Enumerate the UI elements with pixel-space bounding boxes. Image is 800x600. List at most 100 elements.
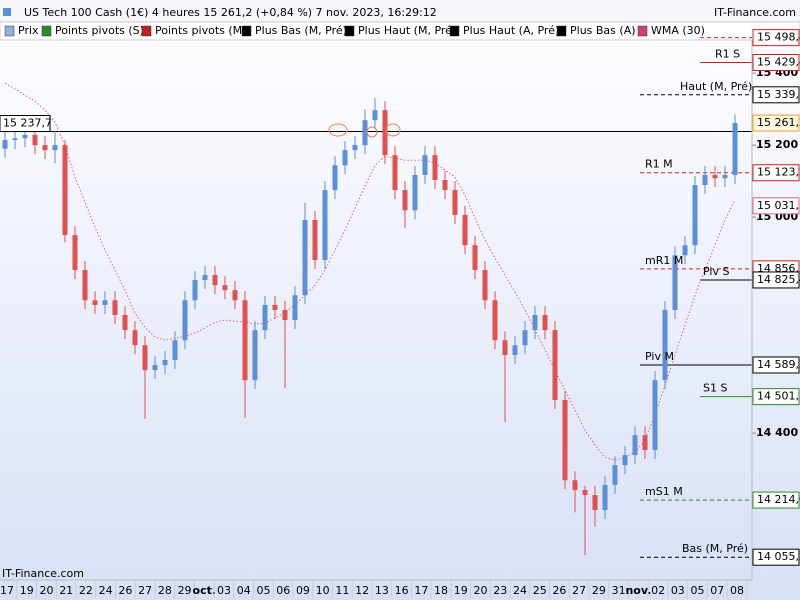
level-value-box (752, 271, 800, 289)
candle-body (62, 145, 68, 236)
x-tick-label: 24 (99, 584, 113, 597)
legend-swatch (449, 25, 460, 37)
x-tick-label: 19 (454, 584, 468, 597)
candle-body (632, 435, 638, 456)
candle-body (162, 360, 168, 366)
crosshair-label: 15 237,7 (3, 117, 52, 130)
x-tick-label: 27 (138, 584, 152, 597)
level-value-label: 15 123,2 (757, 166, 800, 179)
legend-swatch (241, 25, 252, 37)
legend-label: Plus Bas (M, Pré) (255, 24, 347, 37)
level-label: mR1 M (645, 254, 683, 267)
candle-body (52, 145, 58, 151)
legend-label: Plus Haut (M, Pré) (358, 24, 456, 37)
level-value-label: 15 498,4 (757, 31, 800, 44)
candle-body (542, 315, 548, 331)
x-tick-label: 26 (118, 584, 132, 597)
x-tick-label: 25 (533, 584, 547, 597)
candle-body (172, 340, 178, 361)
candle-body (392, 155, 398, 191)
candle-body (302, 219, 308, 296)
wma-value-box (752, 197, 800, 215)
header-bar (0, 0, 800, 22)
chart-title: US Tech 100 Cash (1€) 4 heures 15 261,2 … (24, 6, 437, 19)
y-tick-label: 15 200 (756, 138, 798, 151)
legend-swatch (637, 25, 648, 37)
x-tick-label: 04 (237, 584, 251, 597)
candle-body (152, 365, 158, 371)
x-tick-label: oct. (193, 584, 217, 597)
x-tick-label: 28 (158, 584, 172, 597)
level-value-box (752, 388, 800, 406)
level-value-label: 15 339,7 (757, 88, 800, 101)
candle-body (452, 190, 458, 215)
x-tick-label: 05 (691, 584, 705, 597)
candle-body (602, 484, 608, 511)
legend-swatch (41, 25, 52, 37)
x-tick-label: 17 (0, 584, 14, 597)
annotation-circle (328, 123, 348, 137)
candle-body (102, 300, 108, 305)
candle-body (282, 309, 288, 321)
candle-body (262, 304, 268, 331)
x-tick-label: 09 (296, 584, 310, 597)
candle-body (132, 330, 138, 346)
x-tick-label: 20 (39, 584, 53, 597)
candle-body (472, 245, 478, 271)
legend-swatch (344, 25, 355, 37)
candle-body (642, 435, 648, 451)
candle-body (142, 345, 148, 371)
level-value-box (752, 86, 800, 104)
candle-body (402, 190, 408, 211)
footer: IT-Finance.com (2, 567, 84, 580)
level-label: S1 S (703, 382, 727, 395)
x-tick-label: 12 (355, 584, 369, 597)
candle-body (212, 275, 218, 286)
candle-body (572, 480, 578, 490)
candle-body (612, 465, 618, 485)
level-value-box (752, 491, 800, 509)
x-tick-label: 17 (414, 584, 428, 597)
candle-body (342, 150, 348, 166)
candle-body (422, 155, 428, 175)
candle-body (72, 235, 78, 271)
candle-body (112, 300, 118, 316)
level-label: Haut (M, Pré) (680, 80, 752, 93)
wma-value-label: 15 031,3 (757, 199, 800, 212)
level-value-box (752, 164, 800, 182)
level-value-box (752, 54, 800, 72)
candle-body (202, 275, 208, 281)
candle-body (332, 165, 338, 191)
candle-body (582, 489, 588, 496)
x-tick-label: 29 (592, 584, 606, 597)
x-tick-label: 03 (671, 584, 685, 597)
level-value-label: 14 055,3 (757, 550, 800, 563)
x-tick-label: 24 (513, 584, 527, 597)
candle-body (252, 330, 258, 381)
level-label: R1 S (715, 48, 740, 61)
x-tick-label: 18 (434, 584, 448, 597)
candle-body (722, 174, 728, 179)
candle-body (652, 380, 658, 451)
y-tick-label: 14 400 (756, 426, 798, 439)
candle-body (502, 340, 508, 355)
candle-body (442, 180, 448, 191)
candle-body (2, 140, 8, 149)
x-tick-label: nov. (625, 584, 651, 597)
last-price-label: 15 261,2 (757, 116, 800, 129)
candle-body (672, 255, 678, 310)
candle-body (372, 110, 378, 121)
candle-body (42, 145, 48, 151)
x-tick-label: 21 (59, 584, 73, 597)
candle-body (482, 270, 488, 301)
legend-bar (0, 21, 800, 41)
x-tick-label: 10 (316, 584, 330, 597)
candle-body (592, 495, 598, 511)
level-label: R1 M (645, 158, 673, 171)
candle-body (492, 300, 498, 341)
candle-body (432, 155, 438, 181)
x-tick-label: 11 (335, 584, 349, 597)
candle-body (552, 330, 558, 400)
